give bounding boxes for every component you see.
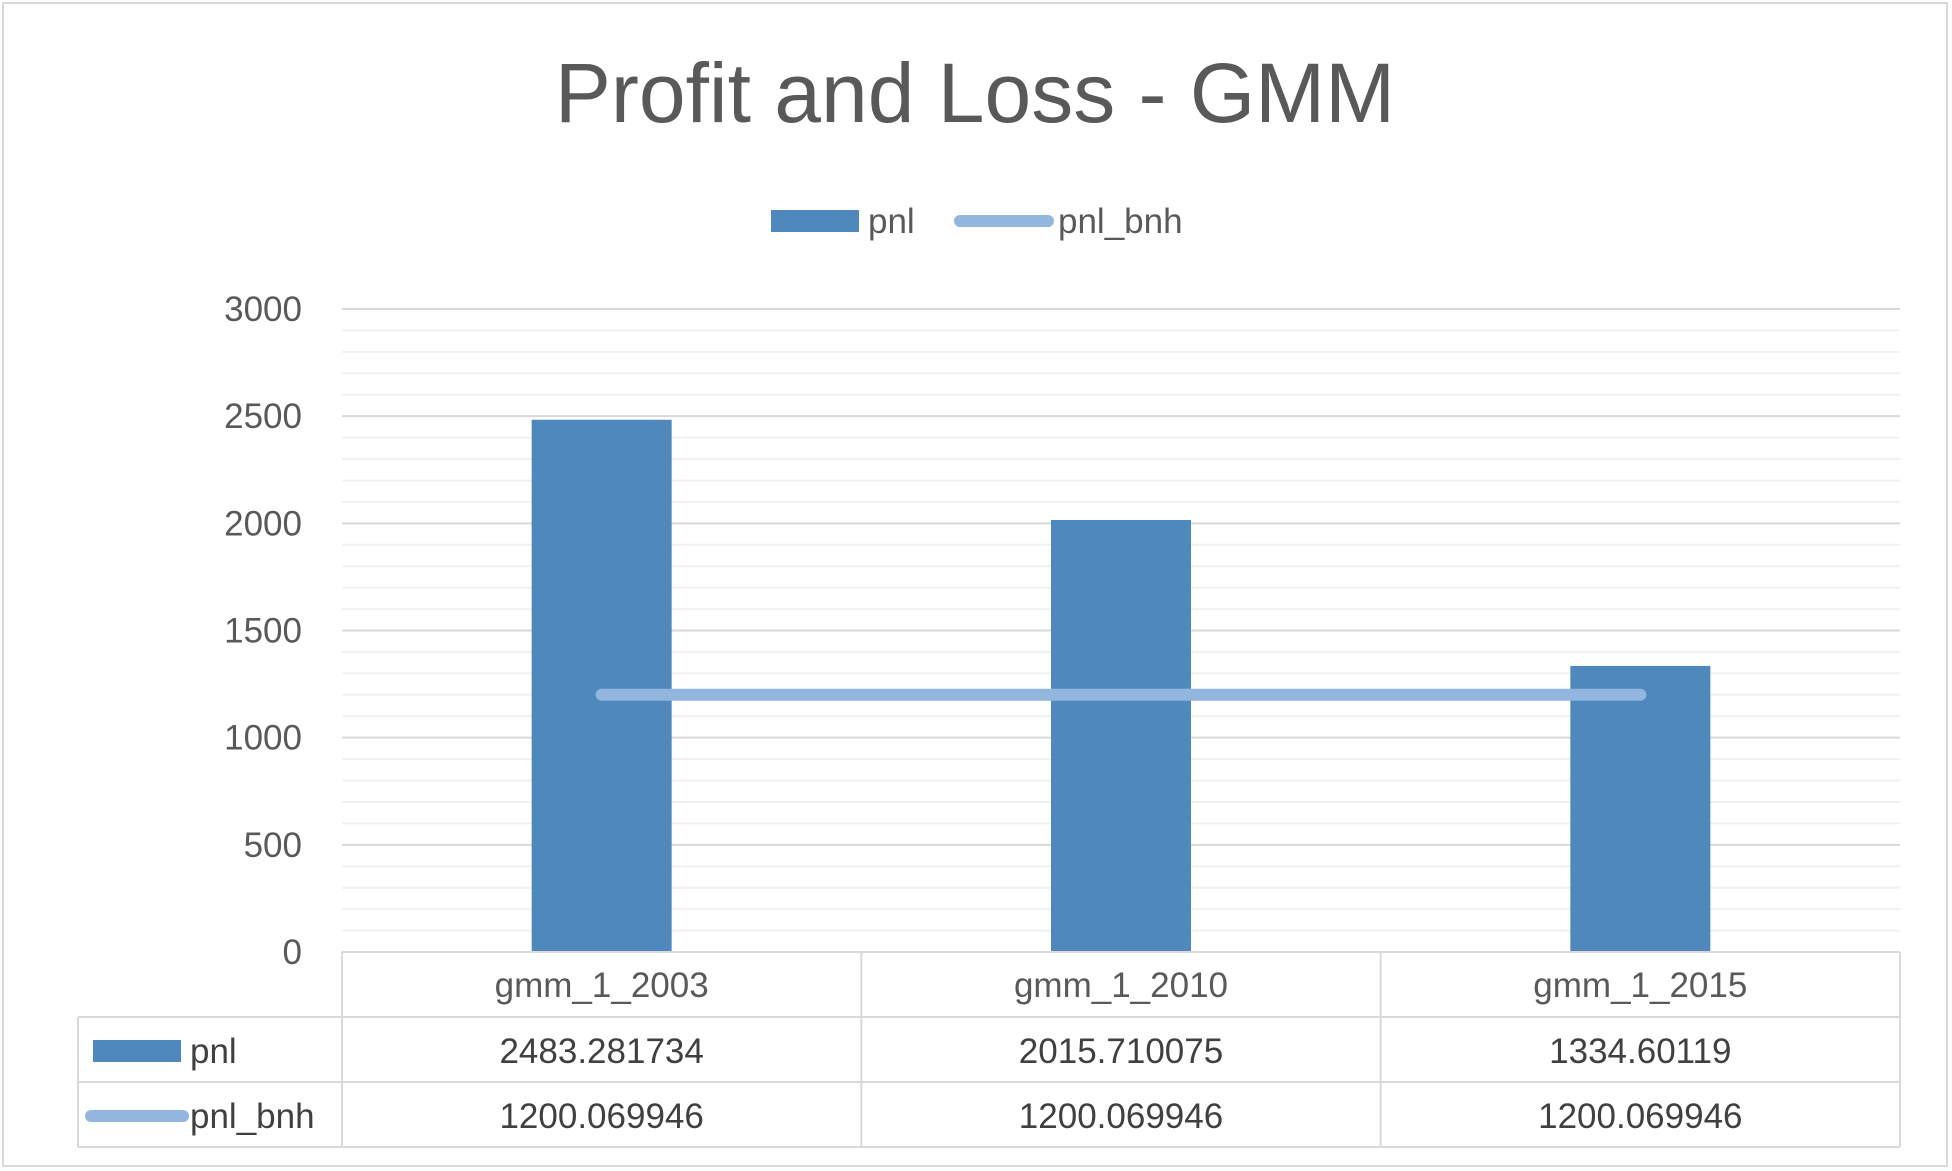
bar-pnl bbox=[531, 419, 672, 952]
table-row-label-pnl: pnl bbox=[190, 1032, 237, 1071]
legend-label-pnl: pnl bbox=[868, 202, 915, 241]
y-tick-label: 500 bbox=[244, 826, 302, 865]
table-cell-pnl-bnh: 1200.069946 bbox=[1538, 1097, 1742, 1136]
y-axis-ticks: 0 500 1000 1500 2000 2500 3000 bbox=[224, 290, 302, 972]
bars bbox=[531, 419, 1711, 952]
y-tick-label: 2000 bbox=[224, 504, 302, 543]
bar-pnl bbox=[1051, 519, 1191, 952]
table-cell-pnl: 2483.281734 bbox=[499, 1032, 703, 1071]
y-tick-label: 3000 bbox=[224, 290, 302, 329]
x-category-label: gmm_1_2003 bbox=[495, 966, 709, 1005]
table-cell-pnl-bnh: 1200.069946 bbox=[1019, 1097, 1223, 1136]
table-row-label-pnl-bnh: pnl_bnh bbox=[190, 1097, 315, 1136]
table-cell-pnl: 1334.60119 bbox=[1549, 1032, 1731, 1071]
y-tick-label: 2500 bbox=[224, 397, 302, 436]
table-cell-pnl-bnh: 1200.069946 bbox=[499, 1097, 703, 1136]
y-tick-label: 1500 bbox=[224, 612, 302, 651]
y-tick-label: 1000 bbox=[224, 719, 302, 758]
legend-label-pnl-bnh: pnl_bnh bbox=[1058, 202, 1183, 241]
chart-title: Profit and Loss - GMM bbox=[555, 46, 1395, 140]
x-category-label: gmm_1_2010 bbox=[1014, 966, 1228, 1005]
table-swatch-pnl bbox=[93, 1040, 181, 1062]
legend: pnl pnl_bnh bbox=[771, 202, 1183, 241]
legend-swatch-pnl bbox=[771, 210, 859, 232]
table-cell-pnl: 2015.710075 bbox=[1019, 1032, 1223, 1071]
x-category-label: gmm_1_2015 bbox=[1533, 966, 1747, 1005]
y-tick-label: 0 bbox=[283, 933, 302, 972]
bar-pnl bbox=[1570, 665, 1711, 952]
